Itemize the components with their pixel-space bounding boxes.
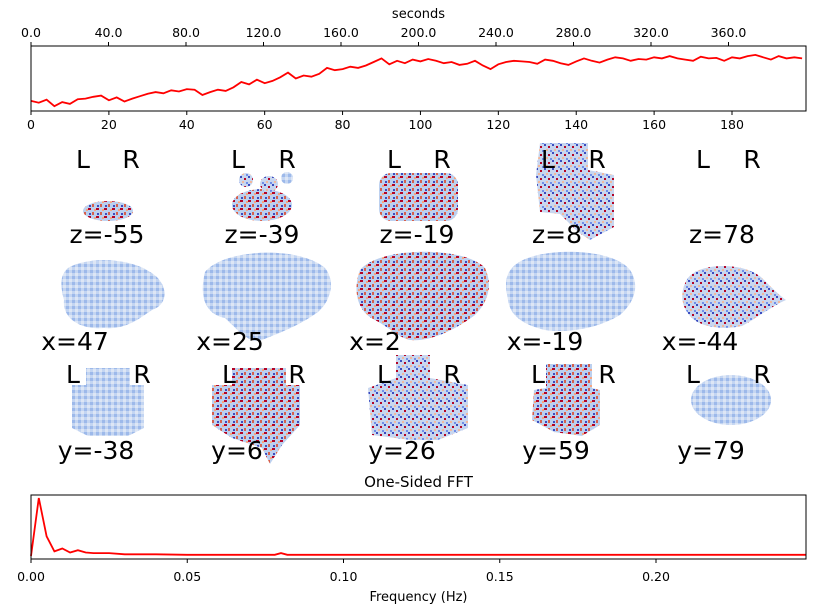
bottom-tick-label: 140 xyxy=(564,117,588,132)
right-orientation-label: R xyxy=(122,145,139,174)
right-orientation-label: R xyxy=(278,145,295,174)
timeseries-frame xyxy=(30,45,807,112)
right-orientation-label: R xyxy=(743,145,760,174)
fft-frame xyxy=(30,494,807,560)
fft-tick-label: 0.05 xyxy=(173,569,201,584)
slice-coordinate-label: y=6 xyxy=(211,436,263,465)
bottom-tick-label: 40 xyxy=(179,117,195,132)
top-axis-label: seconds xyxy=(392,7,445,22)
bottom-tick-label: 60 xyxy=(257,117,273,132)
fft-tick-label: 0.10 xyxy=(330,569,358,584)
bottom-tick-label: 20 xyxy=(101,117,117,132)
top-tick-label: 0.0 xyxy=(21,25,41,40)
slice-z-19 xyxy=(379,173,458,221)
fft-tick-label: 0.20 xyxy=(642,569,670,584)
slice-coordinate-label: y=26 xyxy=(368,436,436,465)
top-tick-label: 40.0 xyxy=(95,25,123,40)
bottom-tick-label: 180 xyxy=(720,117,744,132)
slice-coordinate-label: z=78 xyxy=(689,220,755,249)
fft-x-ticks: 0.00 0.05 0.10 0.15 0.20 xyxy=(17,559,670,584)
right-orientation-label: R xyxy=(133,360,150,389)
right-orientation-label: R xyxy=(598,360,615,389)
brain-labels: z=-55 z=-39 z=-19 z=8 z=78 L R L R L R L R L Rx=47 x=25… xyxy=(41,145,770,465)
slice-x47 xyxy=(61,260,165,329)
top-axis-ticks: 0.0 40.0 80.0 120.0 160.0 200.0 240.0 280.0 320.… xyxy=(21,25,746,46)
fft-panel: One-Sided FFT 0.00 0.05 0.10 0.15 0.20 Frequ… xyxy=(17,473,807,605)
slice-coordinate-label: z=-19 xyxy=(380,220,455,249)
bottom-tick-label: 120 xyxy=(486,117,510,132)
top-tick-label: 160.0 xyxy=(323,25,359,40)
right-orientation-label: R xyxy=(753,360,770,389)
left-orientation-label: L xyxy=(696,145,710,174)
slice-coordinate-label: x=-44 xyxy=(662,327,739,356)
slice-coordinate-label: z=8 xyxy=(532,220,582,249)
slice-coordinate-label: x=25 xyxy=(196,327,264,356)
fft-tick-label: 0.00 xyxy=(17,569,45,584)
bottom-tick-label: 0 xyxy=(27,117,35,132)
left-orientation-label: L xyxy=(377,360,391,389)
top-tick-label: 360.0 xyxy=(711,25,747,40)
slice-y26 xyxy=(368,355,468,440)
brain-shapes xyxy=(61,143,786,464)
slice-coordinate-label: y=-38 xyxy=(58,436,135,465)
top-tick-label: 200.0 xyxy=(401,25,437,40)
timeseries-panel: seconds 0.0 40.0 80.0 120.0 160.0 200.0 240.0 2… xyxy=(21,7,807,132)
slice-coordinate-label: x=-19 xyxy=(507,327,584,356)
fft-line xyxy=(30,497,806,557)
top-tick-label: 240.0 xyxy=(478,25,514,40)
left-orientation-label: L xyxy=(66,360,80,389)
slice-z8 xyxy=(536,143,614,240)
slice-x25 xyxy=(202,252,331,341)
left-orientation-label: L xyxy=(686,360,700,389)
left-orientation-label: L xyxy=(76,145,90,174)
left-orientation-label: L xyxy=(231,145,245,174)
slice-coordinate-label: x=2 xyxy=(349,327,401,356)
slice-x2 xyxy=(356,251,489,341)
slice-coordinate-label: y=79 xyxy=(677,436,745,465)
slice-z-39 xyxy=(232,172,293,221)
left-orientation-label: L xyxy=(531,360,545,389)
slice-z-55 xyxy=(83,201,133,221)
bottom-tick-label: 100 xyxy=(409,117,433,132)
slice-x-19 xyxy=(506,251,636,331)
right-orientation-label: R xyxy=(443,360,460,389)
bottom-tick-label: 160 xyxy=(642,117,666,132)
left-orientation-label: L xyxy=(541,145,555,174)
top-tick-label: 80.0 xyxy=(172,25,200,40)
slice-x-44 xyxy=(682,266,786,328)
left-orientation-label: L xyxy=(222,360,236,389)
slice-coordinate-label: z=-39 xyxy=(225,220,300,249)
bottom-tick-label: 80 xyxy=(335,117,351,132)
left-orientation-label: L xyxy=(387,145,401,174)
slice-coordinate-label: x=47 xyxy=(41,327,109,356)
top-tick-label: 280.0 xyxy=(556,25,592,40)
bottom-axis-ticks: 0 20 40 60 80 100 120 140 160 180 xyxy=(27,111,744,132)
fft-tick-label: 0.15 xyxy=(486,569,514,584)
top-tick-label: 320.0 xyxy=(633,25,669,40)
slice-coordinate-label: y=59 xyxy=(522,436,590,465)
brain-slices-panel: z=-55 z=-39 z=-19 z=8 z=78 L R L R L R L R L Rx=47 x=25… xyxy=(41,143,786,465)
timeseries-line xyxy=(30,53,803,108)
right-orientation-label: R xyxy=(288,360,305,389)
right-orientation-label: R xyxy=(588,145,605,174)
top-tick-label: 120.0 xyxy=(246,25,282,40)
slice-y79 xyxy=(691,375,771,425)
slice-y59 xyxy=(532,364,600,436)
right-orientation-label: R xyxy=(433,145,450,174)
fft-x-label: Frequency (Hz) xyxy=(369,590,467,605)
slice-y6 xyxy=(212,368,300,464)
slice-coordinate-label: z=-55 xyxy=(70,220,145,249)
slice-y-38 xyxy=(72,368,144,436)
fft-title: One-Sided FFT xyxy=(364,473,474,491)
